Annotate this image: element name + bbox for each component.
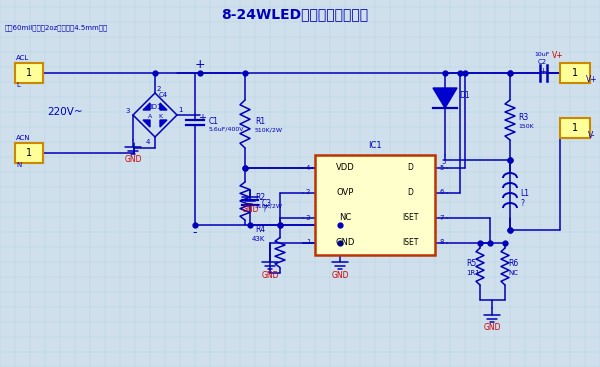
Text: 板匂60mil，铜匹2oz，间距在4.5mm左右: 板匂60mil，铜匹2oz，间距在4.5mm左右 [5, 25, 108, 31]
Text: 3: 3 [126, 108, 130, 114]
Text: +: + [198, 113, 206, 123]
Text: 1: 1 [306, 240, 310, 246]
Text: 1: 1 [178, 107, 182, 113]
Text: 5: 5 [442, 160, 446, 166]
Text: 43K: 43K [251, 236, 265, 242]
Text: VDD: VDD [335, 163, 355, 172]
Text: GND: GND [331, 270, 349, 280]
Text: R1: R1 [255, 117, 265, 127]
Text: 6: 6 [440, 189, 444, 196]
Text: 220V~: 220V~ [47, 107, 83, 117]
Text: 1: 1 [572, 123, 578, 133]
Bar [15, 143, 43, 163]
Text: 1: 1 [26, 148, 32, 158]
Text: D1: D1 [459, 91, 470, 99]
Text: L: L [16, 82, 20, 88]
Text: K: K [158, 113, 162, 119]
Text: ACN: ACN [16, 135, 31, 141]
Text: 8-24WLED灯驱动电源原理图: 8-24WLED灯驱动电源原理图 [221, 7, 368, 21]
Bar [15, 63, 43, 83]
Text: V+: V+ [586, 76, 598, 84]
Text: 8: 8 [440, 240, 444, 246]
Text: C3: C3 [262, 199, 272, 207]
Polygon shape [143, 120, 150, 127]
Text: NC: NC [339, 213, 351, 222]
Text: 5: 5 [440, 164, 444, 171]
Text: NC: NC [508, 270, 518, 276]
Text: R4: R4 [255, 225, 265, 235]
Text: ISET: ISET [402, 213, 418, 222]
Polygon shape [433, 88, 457, 108]
Text: R6: R6 [508, 259, 518, 269]
Text: C4: C4 [158, 92, 167, 98]
Bar [560, 63, 590, 83]
Bar [560, 118, 590, 138]
Text: +: + [539, 66, 547, 76]
Text: GND: GND [261, 270, 279, 280]
Text: D: D [407, 188, 413, 197]
Text: C2: C2 [538, 59, 547, 65]
Text: ?: ? [262, 206, 266, 214]
Bar [315, 155, 435, 255]
Text: 1: 1 [26, 68, 32, 78]
Text: R5: R5 [466, 259, 476, 269]
Text: V-: V- [588, 131, 596, 139]
Text: -: - [193, 226, 197, 240]
Text: D: D [407, 163, 413, 172]
Text: R2: R2 [255, 193, 265, 203]
Text: +: + [194, 58, 205, 72]
Polygon shape [160, 103, 167, 110]
Text: V+: V+ [552, 51, 564, 61]
Text: A: A [148, 113, 152, 119]
Text: L1: L1 [520, 189, 529, 197]
Text: 2: 2 [157, 86, 161, 92]
Text: 2: 2 [306, 189, 310, 196]
Text: 3: 3 [306, 214, 310, 221]
Text: N: N [16, 162, 21, 168]
Text: GND: GND [335, 238, 355, 247]
Text: ISET: ISET [402, 238, 418, 247]
Text: 510K/2W: 510K/2W [255, 203, 283, 208]
Text: 1R1: 1R1 [466, 270, 480, 276]
Text: BD1: BD1 [148, 104, 162, 110]
Text: 1: 1 [572, 68, 578, 78]
Text: C1: C1 [209, 116, 219, 126]
Text: ?: ? [520, 199, 524, 207]
Text: R3: R3 [518, 113, 528, 123]
Text: 7: 7 [440, 214, 444, 221]
Text: GND: GND [124, 156, 142, 164]
Text: 4: 4 [306, 164, 310, 171]
Text: IC1: IC1 [368, 142, 382, 150]
Text: 5.6uF/400V: 5.6uF/400V [209, 127, 245, 131]
Text: 510K/2W: 510K/2W [255, 127, 283, 132]
Text: ACL: ACL [16, 55, 29, 61]
Text: 4: 4 [146, 139, 150, 145]
Text: OVP: OVP [337, 188, 353, 197]
Text: GND: GND [241, 206, 259, 214]
Text: 150K: 150K [518, 124, 534, 130]
Text: GND: GND [483, 323, 501, 333]
Text: 10uF: 10uF [535, 51, 550, 57]
Polygon shape [160, 120, 167, 127]
Polygon shape [143, 103, 150, 110]
